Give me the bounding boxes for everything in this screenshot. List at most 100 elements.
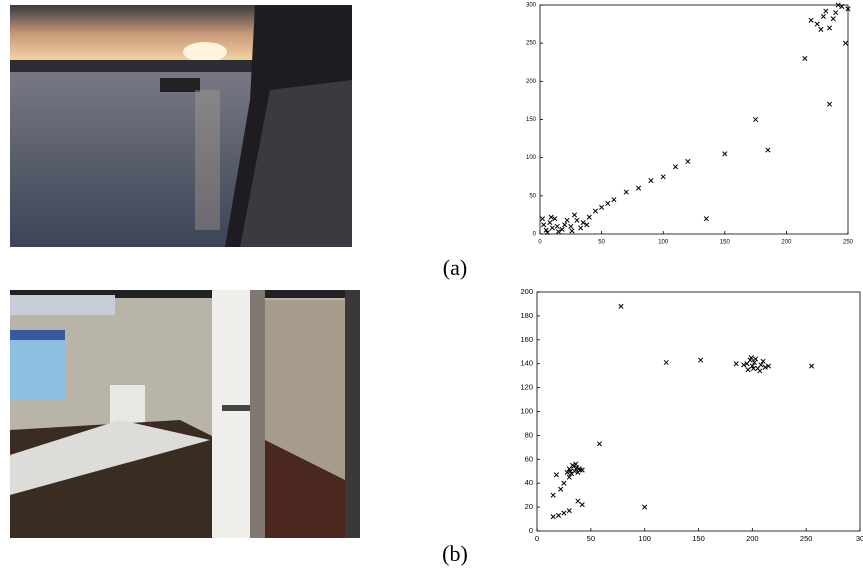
x-tick-label: 200 [746,534,759,543]
point [544,229,550,236]
point [733,361,739,367]
y-tick-label: 0 [533,232,537,238]
point [561,480,567,486]
point [548,214,554,220]
point [611,197,617,203]
point [618,303,624,309]
point [599,204,605,210]
point [575,498,581,504]
point [579,467,585,473]
y-tick-label: 60 [525,454,533,463]
point [660,174,666,180]
point [826,101,833,107]
y-tick-label: 140 [520,359,533,368]
x-tick-label: 0 [538,240,542,246]
point [586,214,592,220]
point [765,363,772,369]
point [575,469,581,475]
point [745,367,751,373]
y-tick-label: 20 [525,502,533,511]
axes-frame [536,291,861,532]
y-tick-label: 0 [529,526,533,535]
photo-office [10,290,360,538]
point [826,25,833,31]
point [722,151,728,157]
point [765,147,771,153]
photo-sunset [10,5,352,247]
y-tick-label: 180 [520,311,533,320]
point [552,216,558,222]
point [814,21,820,27]
point [555,512,562,519]
point [751,359,758,366]
point [672,164,679,170]
point [648,178,654,184]
x-tick-label: 250 [800,534,813,543]
point [574,217,580,223]
x-tick-label: 50 [587,534,595,543]
point [550,514,556,520]
point [642,504,648,510]
y-tick-label: 80 [525,430,533,439]
axes-frame [539,4,849,235]
point [564,469,570,475]
point [685,158,691,165]
y-tick-label: 100 [520,406,533,415]
point [559,226,565,232]
point [539,216,546,222]
point [750,365,756,372]
point [579,502,585,508]
x-tick-label: 150 [692,534,705,543]
point [839,3,845,10]
point [566,508,572,514]
point [823,8,829,14]
x-tick-label: 250 [843,240,854,246]
point [663,359,669,366]
point [605,200,611,207]
point [571,463,577,470]
point [596,441,603,447]
point [698,357,704,363]
point [567,468,573,474]
y-tick-label: 150 [526,117,537,123]
y-tick-label: 50 [529,193,536,199]
point [572,468,578,474]
point [555,229,562,235]
point [547,219,553,226]
x-tick-label: 150 [720,240,731,246]
point [820,13,826,20]
point [636,185,642,191]
point [550,492,556,498]
point [571,212,578,218]
point [578,225,584,231]
point [553,472,559,478]
y-tick-label: 40 [525,478,533,487]
point [818,26,824,32]
point [554,223,560,229]
x-tick-label: 50 [598,240,605,246]
y-tick-label: 300 [526,3,537,9]
y-tick-label: 100 [526,155,537,161]
x-tick-label: 0 [535,534,539,543]
point [569,228,575,234]
point [558,486,564,492]
point [566,474,572,480]
point [741,362,747,368]
point [835,2,841,8]
point [758,362,764,368]
point [808,363,815,369]
y-tick-label: 120 [520,383,533,392]
point [757,368,763,374]
point [592,208,598,214]
point [760,358,766,364]
point [623,189,629,195]
point [580,219,586,226]
point [753,356,759,362]
point [842,40,849,46]
y-tick-label: 160 [520,335,533,344]
y-tick-label: 250 [526,41,537,47]
point [703,216,709,222]
point [576,466,582,472]
